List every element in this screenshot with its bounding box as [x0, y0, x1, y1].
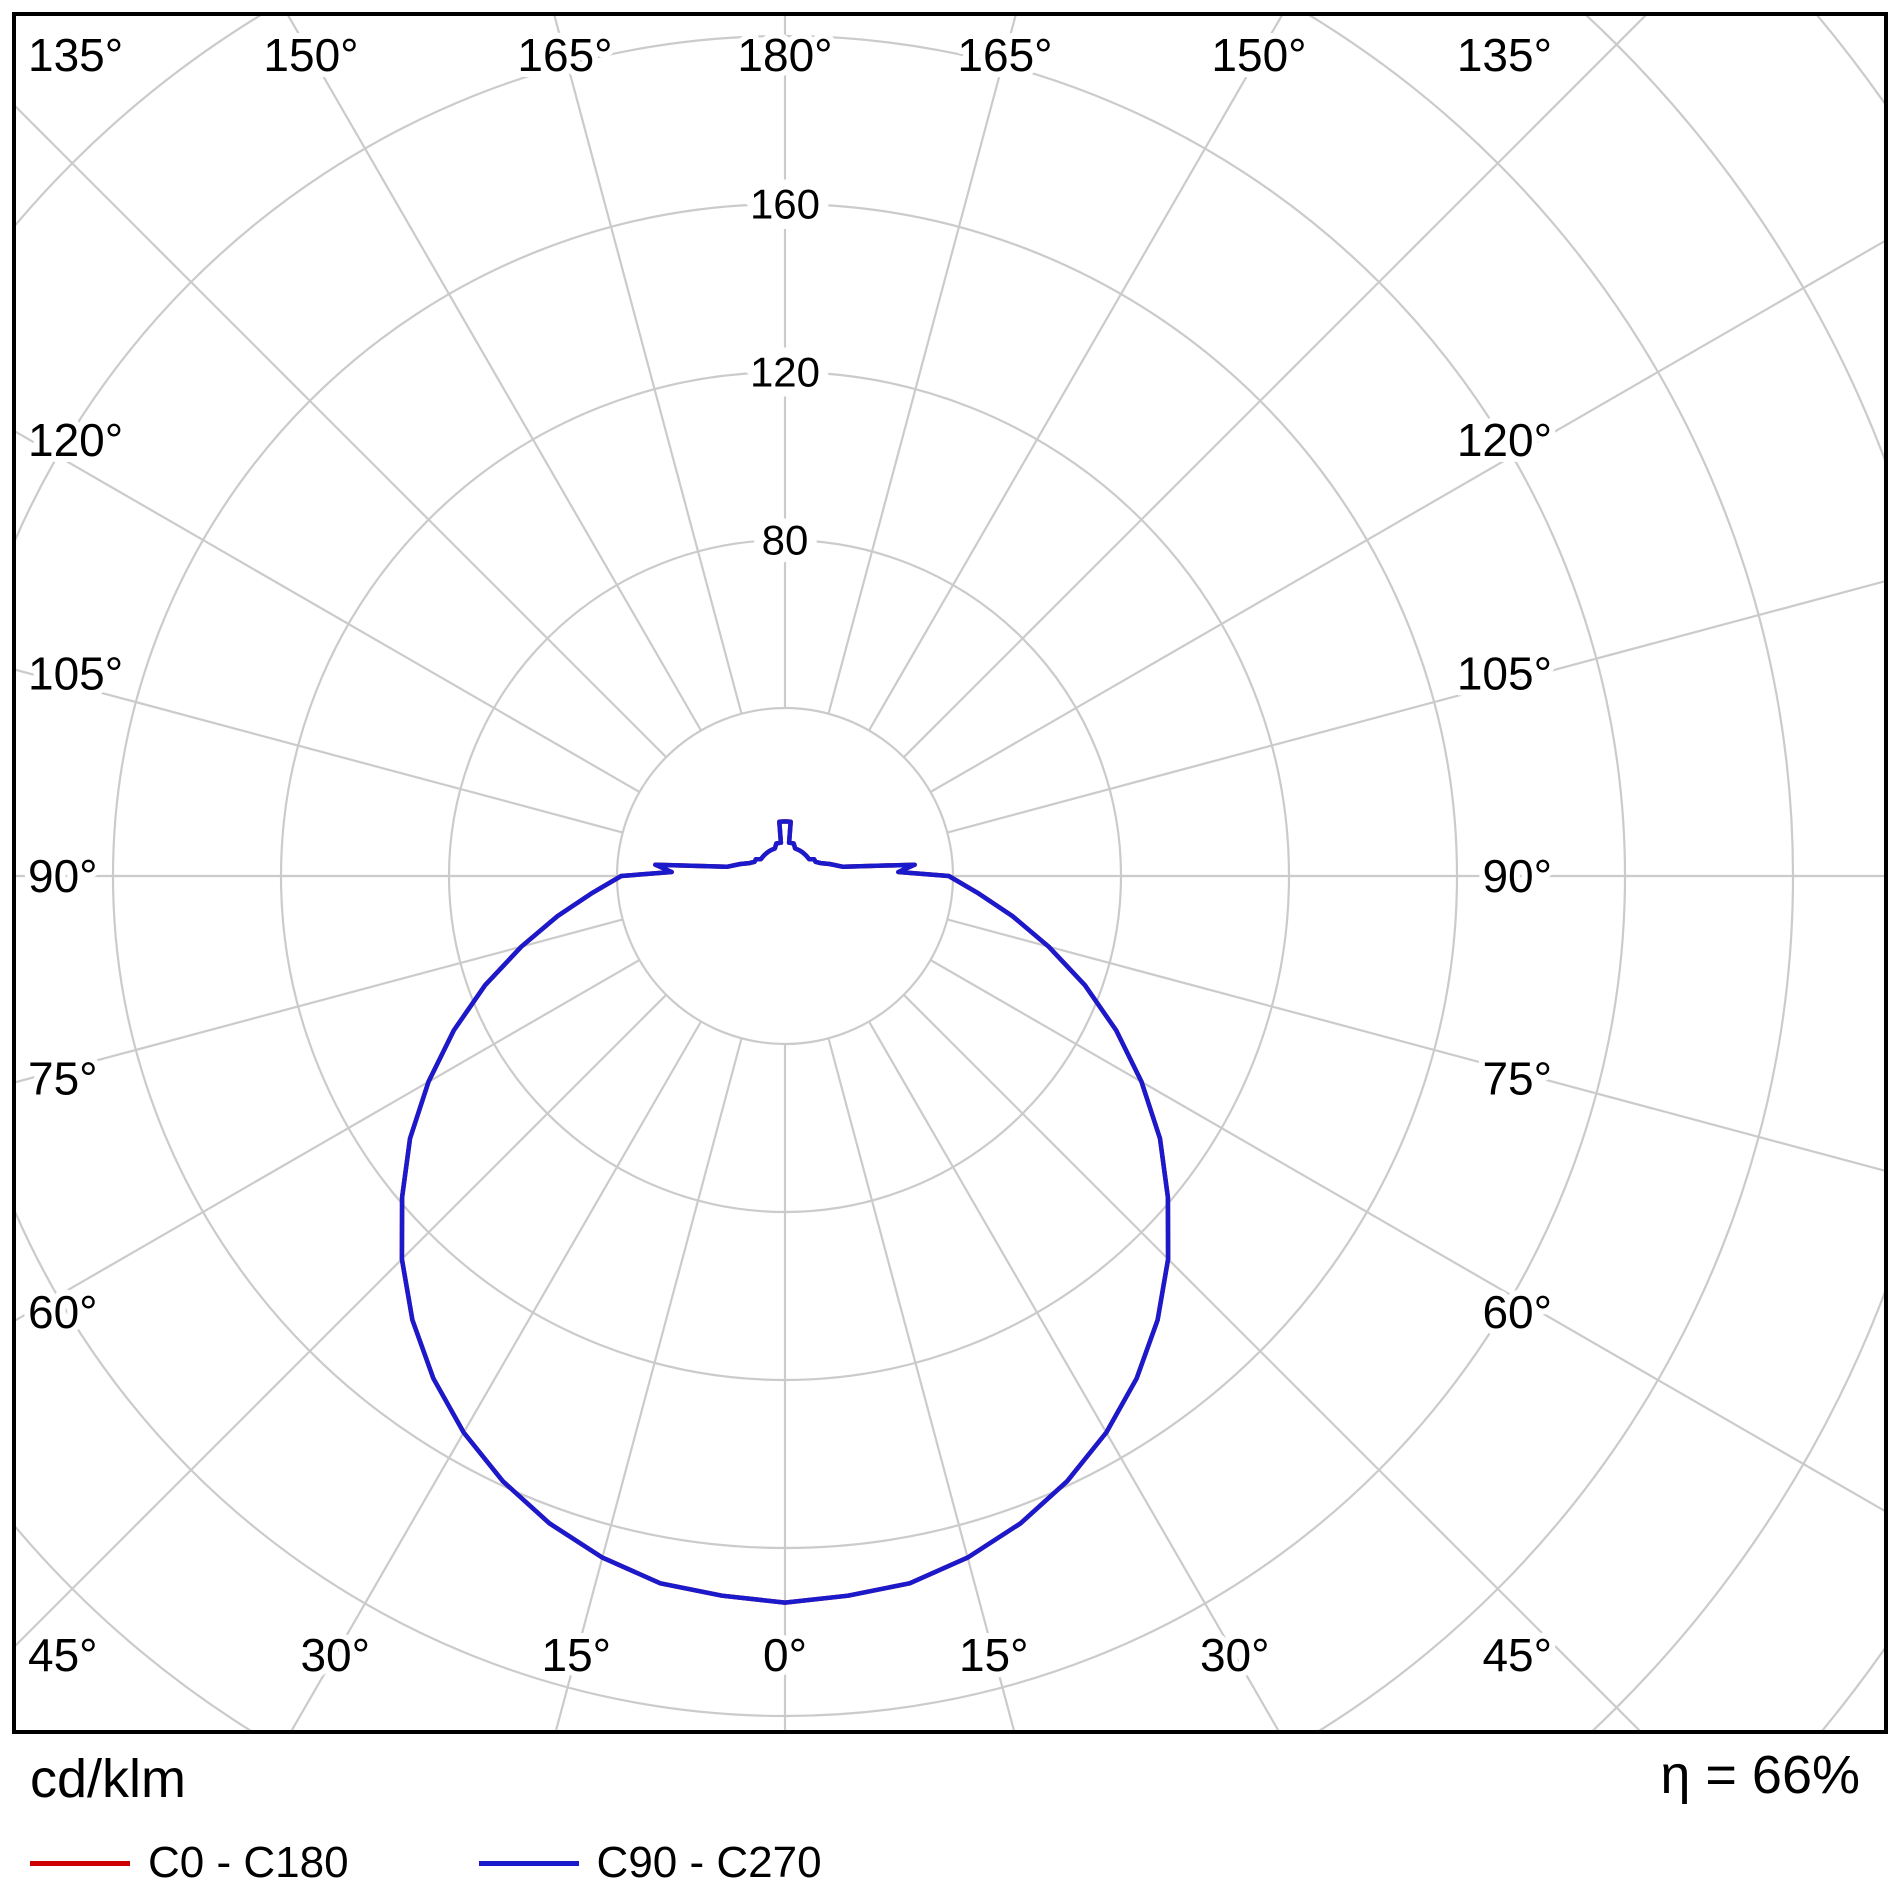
angle-label: 165°: [957, 29, 1052, 81]
efficiency-label: η = 66%: [1660, 1745, 1860, 1805]
angle-label: 150°: [263, 29, 358, 81]
unit-label: cd/klm: [30, 1749, 187, 1809]
angle-label: 60°: [1482, 1286, 1552, 1338]
grid-ray: [290, 1020, 702, 1730]
angle-label: 165°: [517, 29, 612, 81]
legend-label-c90-c270: C90 - C270: [596, 1838, 822, 1887]
legend-item-c0-c180: C0 - C180: [30, 1838, 349, 1888]
grid-ray: [287, 16, 702, 732]
angle-label: 135°: [1457, 29, 1552, 81]
radial-tick-label: 80: [762, 517, 809, 564]
angle-label: 30°: [300, 1629, 370, 1681]
legend-line-c90-c270: [478, 1860, 579, 1866]
chart-frame: [12, 12, 1888, 1734]
grid-ray: [16, 430, 641, 793]
angle-label: 90°: [28, 850, 98, 902]
angle-label: 30°: [1200, 1629, 1270, 1681]
grid-ray: [16, 994, 667, 1647]
angle-label: 90°: [1482, 850, 1552, 902]
grid-ray: [555, 1037, 743, 1730]
radial-tick-label: 160: [750, 181, 820, 228]
angle-label: 60°: [28, 1286, 98, 1338]
grid-ray: [903, 16, 1647, 758]
radial-tick-label: 120: [750, 349, 820, 396]
grid-ray: [903, 994, 1641, 1730]
grid-ray: [946, 580, 1884, 834]
legend-item-c90-c270: C90 - C270: [478, 1838, 822, 1888]
angle-label: 135°: [28, 29, 123, 81]
angle-label: 45°: [1482, 1629, 1552, 1681]
polar-chart: 80 120 160 0° 15° 15° 30° 30° 45° 45° 60° 60° 75° 75°…: [12, 12, 1888, 1734]
polar-grid: [16, 16, 1884, 1730]
angle-label: 150°: [1211, 29, 1306, 81]
angle-label: 0°: [763, 1629, 807, 1681]
grid-ray: [827, 16, 1017, 715]
grid-ray: [946, 918, 1884, 1172]
angle-label: 180°: [737, 29, 832, 81]
grid-ray: [16, 668, 624, 834]
angle-label: 15°: [541, 1629, 611, 1681]
legend-line-c0-c180: [30, 1860, 130, 1866]
curve-c90-c270: [399, 819, 1171, 1605]
angle-label: 105°: [28, 648, 123, 700]
grid-ray: [929, 240, 1884, 793]
grid-ray: [553, 16, 743, 715]
grid-ray: [868, 1020, 1280, 1730]
legend-label-c0-c180: C0 - C180: [148, 1838, 349, 1887]
angle-label: 75°: [1482, 1052, 1552, 1104]
legend: C0 - C180 C90 - C270: [30, 1838, 822, 1888]
angle-label: 105°: [1457, 648, 1552, 700]
angle-label: 120°: [1457, 414, 1552, 466]
angle-label: 75°: [28, 1052, 98, 1104]
angle-label: 120°: [28, 414, 123, 466]
grid-ray: [16, 105, 667, 758]
grid-ray: [827, 1037, 1015, 1730]
grid-ray: [16, 959, 641, 1322]
grid-ring: [615, 706, 955, 1046]
grid-ray: [16, 918, 624, 1084]
angle-label: 45°: [28, 1629, 98, 1681]
angle-label: 15°: [959, 1629, 1029, 1681]
grid-ray: [929, 959, 1884, 1512]
grid-ray: [868, 16, 1283, 732]
